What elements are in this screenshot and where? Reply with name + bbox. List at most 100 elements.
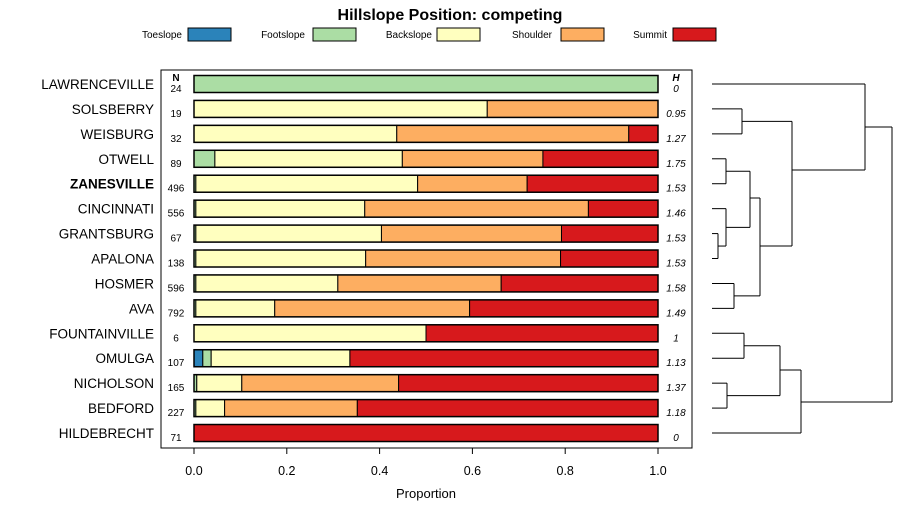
bar-segment-nicholson-summit (398, 374, 659, 393)
x-axis-label: Proportion (396, 486, 456, 501)
n-value-apalona: 138 (168, 259, 185, 270)
bar-outline-hildebrecht (193, 423, 659, 443)
bar-outline-weisburg (193, 124, 659, 144)
row-label-zanesville: ZANESVILLE (70, 177, 154, 192)
bar-segment-fountainville-backslope (193, 324, 427, 343)
bar-segment-weisburg-backslope (193, 124, 398, 143)
legend-swatch-shoulder (560, 27, 605, 42)
bar-outline-nicholson (193, 373, 659, 393)
row-label-cincinnati: CINCINNATI (78, 202, 154, 217)
x-tick-label-0: 0.0 (185, 464, 202, 478)
h-value-hosmer: 1.58 (666, 283, 686, 294)
h-value-nicholson: 1.37 (666, 383, 686, 394)
h-value-ava: 1.49 (666, 308, 686, 319)
bar-segment-hosmer-backslope (195, 274, 339, 293)
bar-segment-cincinnati-summit (587, 199, 659, 218)
x-tick-label-5: 1.0 (649, 464, 666, 478)
bar-outline-fountainville (193, 324, 659, 343)
bar-segment-cincinnati-shoulder (364, 199, 589, 218)
n-value-fountainville: 6 (173, 333, 179, 344)
legend-swatch-footslope (312, 27, 357, 42)
h-value-zanesville: 1.53 (666, 184, 686, 195)
bar-outline-zanesville (193, 174, 659, 193)
row-label-grantsburg: GRANTSBURG (59, 227, 154, 242)
x-tick-label-4: 0.8 (557, 464, 574, 478)
bar-segment-otwell-shoulder (401, 149, 544, 168)
row-label-hosmer: HOSMER (95, 276, 155, 291)
row-label-fountainville: FOUNTAINVILLE (49, 326, 154, 341)
h-value-omulga: 1.13 (666, 358, 686, 369)
n-header: N (172, 73, 179, 84)
h-value-grantsburg: 1.53 (666, 234, 686, 245)
bar-segment-apalona-shoulder (365, 249, 562, 268)
n-value-solsberry: 19 (170, 109, 182, 120)
bar-segment-otwell-summit (542, 149, 659, 168)
h-value-solsberry: 0.95 (666, 109, 686, 120)
bar-segment-lawrenceville-footslope (193, 75, 659, 93)
bar-segment-bedford-summit (356, 399, 659, 418)
bar-outline-bedford (193, 398, 659, 418)
h-value-hildebrecht: 0 (673, 433, 679, 444)
h-value-lawrenceville: 0 (673, 84, 679, 95)
bar-segment-hosmer-shoulder (337, 274, 502, 293)
legend-label-shoulder: Shoulder (512, 30, 553, 41)
bar-segment-solsberry-shoulder (486, 99, 659, 118)
bar-segment-nicholson-shoulder (241, 374, 400, 393)
h-value-weisburg: 1.27 (666, 134, 686, 145)
bar-segment-solsberry-backslope (193, 99, 488, 118)
legend-label-backslope: Backslope (386, 30, 433, 41)
bar-outline-apalona (193, 249, 659, 268)
legend-label-toeslope: Toeslope (142, 30, 182, 41)
bar-outline-grantsburg (193, 224, 659, 243)
bar-segment-omulga-backslope (210, 349, 351, 368)
bar-segment-grantsburg-backslope (195, 224, 382, 243)
h-value-fountainville: 1 (673, 333, 679, 344)
bar-segment-weisburg-shoulder (396, 124, 630, 143)
legend-swatch-toeslope (187, 27, 232, 42)
h-value-cincinnati: 1.46 (666, 209, 686, 220)
n-value-lawrenceville: 24 (170, 84, 182, 95)
bar-segment-ava-summit (469, 299, 659, 318)
n-value-cincinnati: 556 (168, 209, 185, 220)
bar-segment-grantsburg-summit (560, 224, 659, 243)
bar-segment-ava-shoulder (274, 299, 471, 318)
bar-segment-zanesville-summit (526, 174, 659, 193)
bar-segment-weisburg-summit (628, 124, 659, 143)
bar-segment-apalona-backslope (195, 249, 367, 268)
bar-outline-hosmer (193, 274, 659, 293)
bar-segment-omulga-toeslope (193, 349, 204, 368)
row-label-apalona: APALONA (91, 252, 154, 267)
row-label-solsberry: SOLSBERRY (72, 102, 154, 117)
plot-panel (160, 69, 693, 449)
bar-outline-omulga (193, 348, 659, 368)
bar-segment-zanesville-backslope (195, 174, 419, 193)
bar-segment-otwell-footslope (193, 149, 216, 168)
bar-outline-solsberry (193, 99, 659, 119)
n-value-weisburg: 32 (170, 134, 182, 145)
x-tick-label-1: 0.2 (278, 464, 295, 478)
row-label-ava: AVA (129, 301, 154, 316)
bar-segment-zanesville-shoulder (417, 174, 528, 193)
n-value-hildebrecht: 71 (170, 433, 182, 444)
h-value-apalona: 1.53 (666, 259, 686, 270)
n-value-bedford: 227 (168, 408, 185, 419)
row-label-hildebrecht: HILDEBRECHT (59, 426, 154, 441)
bar-segment-bedford-backslope (195, 399, 226, 418)
n-value-zanesville: 496 (168, 184, 185, 195)
bar-segment-cincinnati-backslope (195, 199, 366, 218)
row-label-otwell: OTWELL (98, 152, 154, 167)
n-value-ava: 792 (168, 308, 185, 319)
h-header: H (672, 73, 680, 84)
n-value-grantsburg: 67 (170, 234, 182, 245)
x-tick-label-3: 0.6 (464, 464, 481, 478)
bar-segment-hildebrecht-summit (193, 424, 659, 443)
chart-title: Hillslope Position: competing (338, 7, 563, 24)
n-value-hosmer: 596 (168, 283, 185, 294)
bar-outline-lawrenceville (193, 74, 659, 94)
bar-segment-nicholson-backslope (196, 374, 243, 393)
n-value-omulga: 107 (168, 358, 185, 369)
h-value-bedford: 1.18 (666, 408, 686, 419)
row-label-omulga: OMULGA (95, 351, 154, 366)
bar-outline-otwell (193, 149, 659, 169)
